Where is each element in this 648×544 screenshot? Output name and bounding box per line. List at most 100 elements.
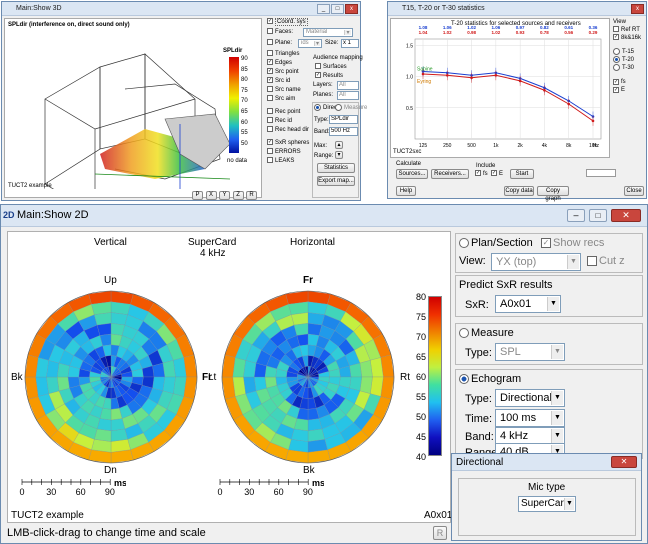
surfaces-check[interactable]: Surfaces (315, 63, 347, 71)
time-select[interactable]: 100 ms ▼ (495, 409, 565, 427)
nav-button-x[interactable]: X (205, 191, 217, 200)
minimize-button[interactable]: – (567, 209, 585, 222)
checkbox[interactable] (267, 28, 273, 35)
polar-plot-area[interactable]: Vertical SuperCard 4 kHz Horizontal Up D… (7, 231, 452, 523)
measure-radio[interactable]: Measure (335, 104, 367, 112)
plane-row[interactable]: Plane: (267, 39, 292, 47)
max-spinner-up[interactable]: ▴ (335, 141, 343, 149)
maximize-button[interactable]: □ (331, 4, 344, 14)
checkbox[interactable] (267, 117, 273, 124)
checkbox[interactable] (267, 108, 273, 115)
checkbox[interactable]: ✓ (613, 78, 619, 85)
statistics-button[interactable]: Statistics (317, 163, 355, 173)
checkbox[interactable]: ✓ (613, 86, 619, 93)
direct-radio[interactable]: Direct (314, 104, 339, 112)
results-check[interactable]: ✓ Results (315, 72, 343, 80)
checkbox[interactable]: ✓ (267, 18, 273, 25)
check-edges[interactable]: ✓ Edges (267, 59, 312, 68)
help-button[interactable]: Help (396, 186, 416, 196)
close-button[interactable]: x (345, 4, 358, 14)
check-rec-point[interactable]: Rec point (267, 108, 312, 117)
checkbox[interactable] (267, 126, 273, 133)
check-leaks[interactable]: LEAKS (267, 157, 312, 166)
checkbox[interactable]: ✓ (267, 59, 273, 66)
close-button[interactable]: x (631, 4, 644, 14)
e-check[interactable]: ✓ E (613, 86, 645, 94)
radio[interactable] (613, 64, 620, 72)
check-rec-head-dir[interactable]: Rec head dir (267, 126, 312, 139)
checkbox[interactable] (613, 26, 619, 33)
radio[interactable] (459, 374, 469, 385)
band-select[interactable]: 500 Hz (329, 127, 358, 136)
planes-select[interactable]: All (337, 91, 359, 100)
radio[interactable] (314, 104, 321, 111)
layers-select[interactable]: All (337, 81, 359, 90)
cut-z-check[interactable]: Cut z (587, 255, 625, 267)
checkbox[interactable] (267, 86, 273, 93)
fs-check[interactable]: ✓ fs (613, 78, 645, 86)
checkbox[interactable]: ✓ (267, 68, 273, 75)
checkbox[interactable] (315, 63, 321, 70)
measure-type-select[interactable]: SPL ▼ (495, 343, 565, 361)
check-src-point[interactable]: ✓ Src point (267, 68, 312, 77)
radio[interactable] (613, 56, 620, 64)
bk-check[interactable]: ✓ 8k&16k (613, 34, 645, 42)
faces-select[interactable]: Material ▾ (303, 28, 353, 37)
check-src-id[interactable]: ✓ Src id (267, 77, 312, 86)
coord-sys-check[interactable]: ✓ Coord. sys (267, 18, 308, 26)
copy-data-button[interactable]: Copy data (504, 186, 534, 196)
radio[interactable] (335, 104, 342, 111)
checkbox[interactable] (587, 256, 597, 267)
view-select[interactable]: YX (top) ▼ (491, 253, 581, 271)
checkbox[interactable]: ✓ (491, 170, 497, 177)
receivers-button[interactable]: Receivers... (431, 169, 469, 179)
start-button[interactable]: Start (510, 169, 534, 179)
echo-type-select[interactable]: Directional ▼ (495, 389, 565, 407)
measure-radio[interactable]: Measure (459, 327, 514, 339)
mic-type-select[interactable]: SuperCard ▼ (518, 496, 576, 512)
radio[interactable] (613, 48, 620, 55)
checkbox[interactable] (267, 157, 273, 164)
type-select[interactable]: SPLdir (329, 115, 358, 124)
reset-button[interactable]: R (433, 526, 447, 540)
check-triangles[interactable]: Triangles (267, 50, 312, 59)
echogram-radio[interactable]: Echogram (459, 373, 521, 385)
nav-button-y[interactable]: Y (219, 191, 231, 200)
checkbox[interactable]: ✓ (267, 139, 273, 146)
t15-radio[interactable]: T-15 (613, 48, 645, 56)
plan-section-radio[interactable]: Plan/Section (459, 237, 533, 249)
radio[interactable] (459, 238, 469, 249)
checkbox[interactable]: ✓ (267, 77, 273, 84)
sxr-select[interactable]: A0x01 ▼ (495, 295, 561, 313)
checkbox[interactable]: ✓ (315, 72, 321, 79)
range-spinner[interactable]: ▾ (335, 151, 343, 159)
check-src-name[interactable]: Src name (267, 86, 312, 95)
close-dialog-button[interactable]: Close (624, 186, 644, 196)
faces-row[interactable]: Faces: (267, 28, 293, 36)
include-e-check[interactable]: ✓ E (491, 170, 503, 178)
checkbox[interactable]: ✓ (475, 170, 481, 177)
t30-radio[interactable]: T-30 (613, 64, 645, 72)
nav-button-z[interactable]: Z (232, 191, 244, 200)
t20-radio[interactable]: T-20 (613, 56, 645, 64)
include-fs-check[interactable]: ✓ fs (475, 170, 488, 178)
check-src-aim[interactable]: Src aim (267, 95, 312, 108)
plane-select[interactable]: ids ▾ (298, 39, 322, 48)
show-recs-check[interactable]: ✓ Show recs (541, 237, 604, 249)
checkbox[interactable] (267, 148, 273, 155)
checkbox[interactable]: ✓ (613, 34, 619, 41)
view-3d-canvas[interactable]: SPLdir (interference on, direct sound on… (4, 18, 262, 198)
export-map-button[interactable]: Export map... (317, 176, 355, 186)
check-rec-id[interactable]: Rec id (267, 117, 312, 126)
check-errors[interactable]: ERRORS (267, 148, 312, 157)
checkbox[interactable] (267, 95, 273, 102)
nav-button-p[interactable]: P (192, 191, 203, 200)
ref-rt-check[interactable]: Ref RT (613, 26, 645, 34)
sources-button[interactable]: Sources... (396, 169, 428, 179)
checkbox[interactable]: ✓ (541, 238, 551, 249)
radio[interactable] (459, 328, 469, 339)
nav-button-r[interactable]: R (246, 191, 258, 200)
maximize-button[interactable]: □ (589, 209, 607, 222)
close-button[interactable]: ✕ (611, 456, 637, 468)
copy-graph-button[interactable]: Copy graph (537, 186, 569, 202)
